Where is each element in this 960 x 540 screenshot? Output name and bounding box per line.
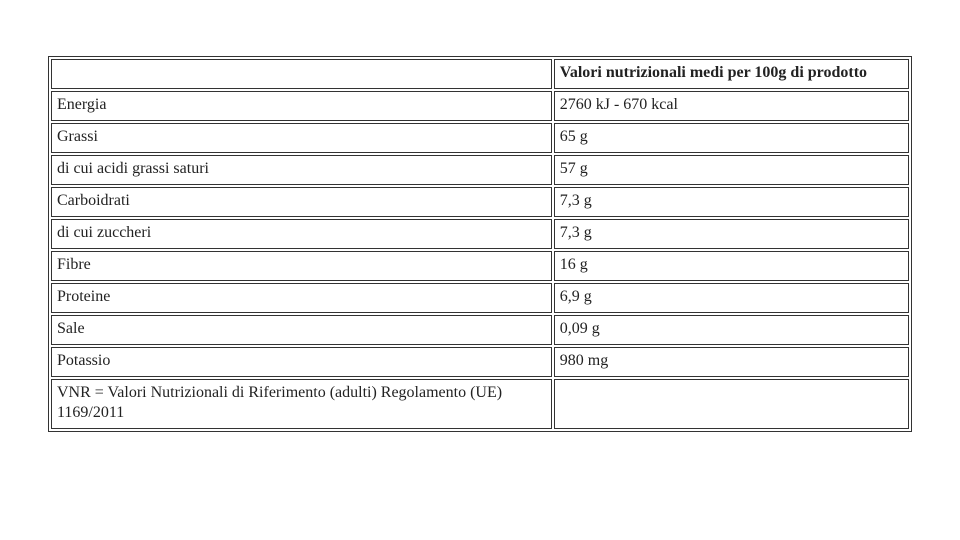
- row-label: Energia: [51, 91, 552, 121]
- table-row: Sale 0,09 g: [51, 315, 909, 345]
- table-row: Proteine 6,9 g: [51, 283, 909, 313]
- row-label: Fibre: [51, 251, 552, 281]
- table-row: VNR = Valori Nutrizionali di Riferimento…: [51, 379, 909, 429]
- table-row: di cui acidi grassi saturi 57 g: [51, 155, 909, 185]
- row-label: di cui zuccheri: [51, 219, 552, 249]
- row-label: Grassi: [51, 123, 552, 153]
- table-row: Carboidrati 7,3 g: [51, 187, 909, 217]
- table-header-row: Valori nutrizionali medi per 100g di pro…: [51, 59, 909, 89]
- header-cell-empty: [51, 59, 552, 89]
- nutrition-table: Valori nutrizionali medi per 100g di pro…: [48, 56, 912, 432]
- row-value: 2760 kJ - 670 kcal: [554, 91, 909, 121]
- row-value: 7,3 g: [554, 187, 909, 217]
- row-value: 6,9 g: [554, 283, 909, 313]
- row-value: 65 g: [554, 123, 909, 153]
- row-value: 16 g: [554, 251, 909, 281]
- row-label: Proteine: [51, 283, 552, 313]
- row-value: 7,3 g: [554, 219, 909, 249]
- table-row: Potassio 980 mg: [51, 347, 909, 377]
- row-label: Carboidrati: [51, 187, 552, 217]
- row-value: [554, 379, 909, 429]
- row-label: Potassio: [51, 347, 552, 377]
- table-row: di cui zuccheri 7,3 g: [51, 219, 909, 249]
- table-row: Fibre 16 g: [51, 251, 909, 281]
- row-label: Sale: [51, 315, 552, 345]
- row-label: VNR = Valori Nutrizionali di Riferimento…: [51, 379, 552, 429]
- page-container: Valori nutrizionali medi per 100g di pro…: [0, 0, 960, 432]
- header-cell-values: Valori nutrizionali medi per 100g di pro…: [554, 59, 909, 89]
- row-value: 0,09 g: [554, 315, 909, 345]
- row-value: 57 g: [554, 155, 909, 185]
- row-value: 980 mg: [554, 347, 909, 377]
- table-row: Energia 2760 kJ - 670 kcal: [51, 91, 909, 121]
- table-row: Grassi 65 g: [51, 123, 909, 153]
- row-label: di cui acidi grassi saturi: [51, 155, 552, 185]
